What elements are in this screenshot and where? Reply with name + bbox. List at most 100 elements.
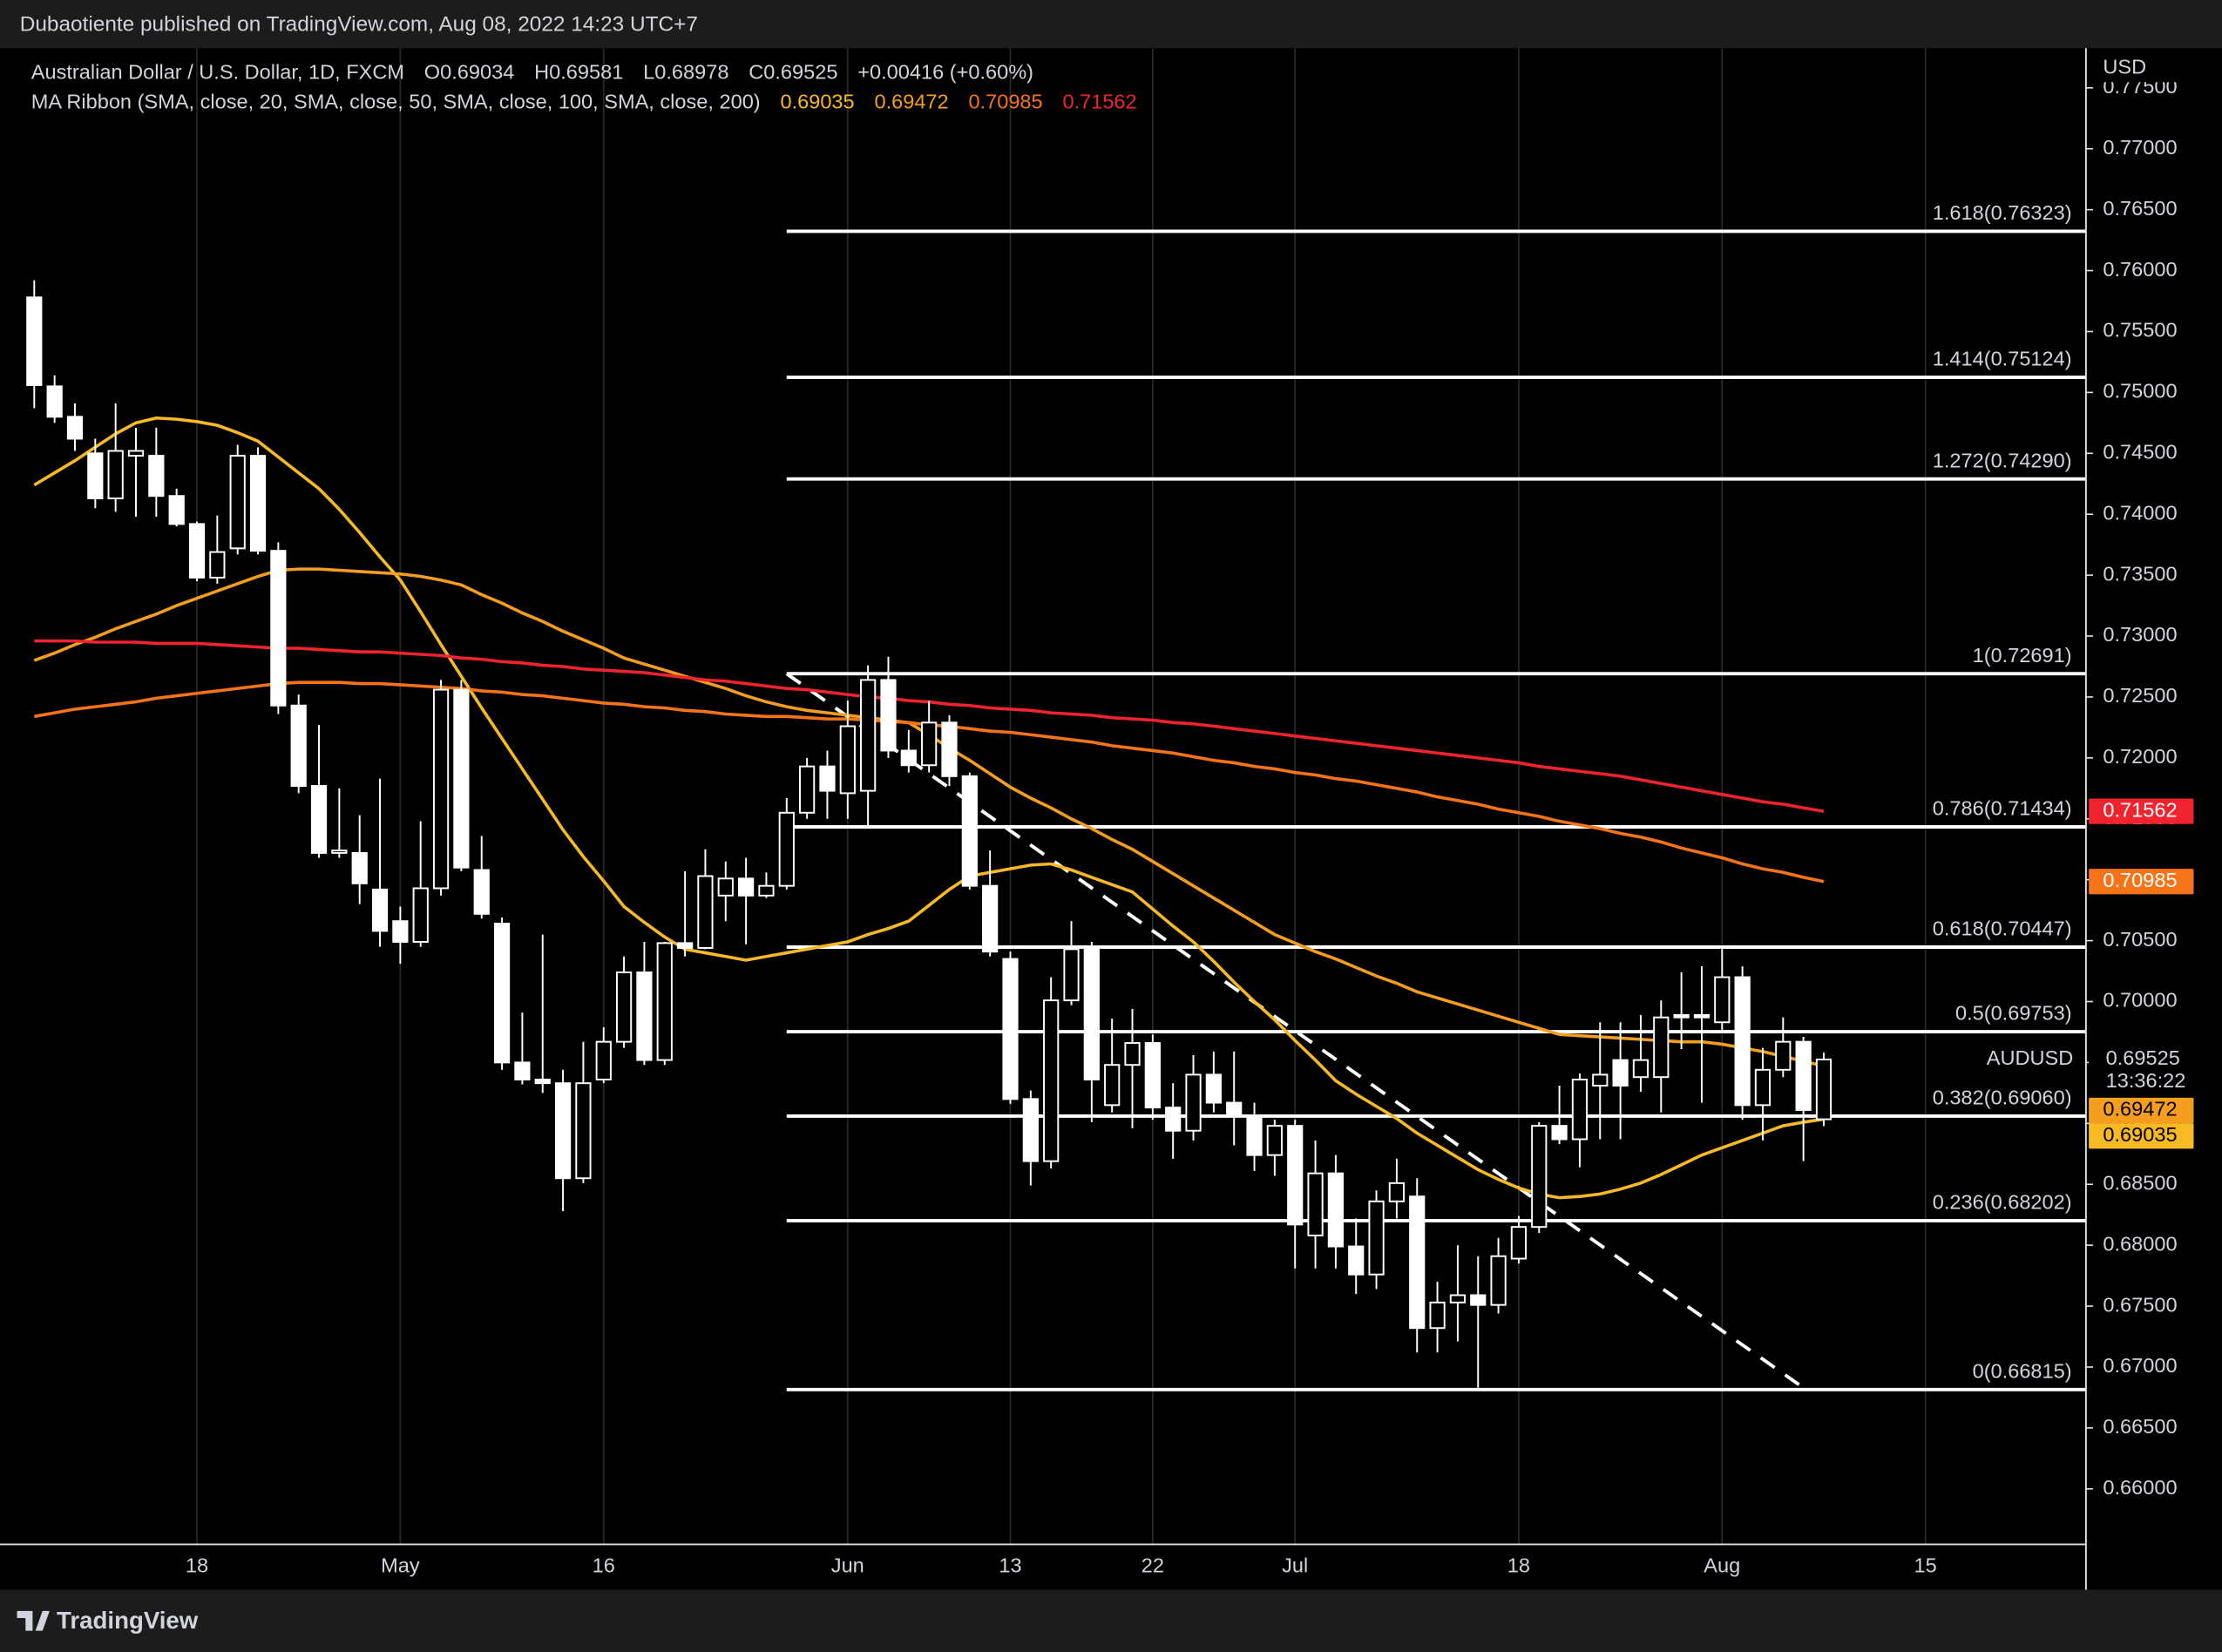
candle-body [880,679,897,752]
fib-label: 1.272(0.74290) [1933,449,2072,471]
candle-body [1165,1107,1182,1132]
price-backdrop [2089,1046,2222,1095]
candle-body [1510,1226,1528,1260]
candle-body [1612,1059,1629,1087]
candle-body [1714,976,1731,1024]
ma-value: 0.69035 [780,91,854,113]
candle-body [331,850,348,854]
published-note: Dubaotiente published on TradingView.com… [20,13,698,37]
top-bar [0,0,2222,49]
ma-badge-label: 0.70985 [2103,869,2177,891]
candle-body [514,1061,531,1080]
candle-body [921,721,938,767]
ma-value: 0.70985 [968,91,1042,113]
y-tick-label: 0.70000 [2103,989,2177,1012]
y-tick-label: 0.72000 [2103,745,2177,768]
y-tick-label: 0.73500 [2103,562,2177,585]
x-tick-label: 13 [999,1554,1021,1577]
last-price: 0.69525 [2106,1046,2180,1069]
candle-body [168,495,185,525]
axes: 18 May 16 Jun 13 22 Jul 18 Aug 15 0.66000 0.66500 0.… [186,75,2222,1577]
candle-body [1429,1301,1446,1330]
candle-body [432,688,450,890]
y-tick-label: 0.66500 [2103,1415,2177,1438]
candle-body [1124,1042,1141,1066]
y-tick-label: 0.68000 [2103,1232,2177,1255]
candle-body [1083,948,1100,1080]
legend-indicator: MA Ribbon (SMA, close, 20, SMA, close, 5… [31,91,1137,113]
candle-body [1673,1013,1690,1019]
indicator-name: MA Ribbon (SMA, close, 20, SMA, close, 5… [31,91,761,113]
y-tick-label: 0.75000 [2103,380,2177,403]
candle-body [1266,1125,1283,1156]
y-tick-label: 0.67500 [2103,1293,2177,1316]
candle-body [1043,999,1060,1162]
candle-body [371,888,389,932]
candle-body [473,869,490,915]
candle-body [1287,1125,1304,1226]
x-tick-label: May [381,1554,420,1577]
y-tick-label: 0.76000 [2103,258,2177,281]
legend-title: Australian Dollar / U.S. Dollar, 1D, FXC… [31,61,1033,84]
candle-body [1205,1073,1222,1104]
candle-body [1754,1068,1772,1107]
y-axis-unit: USD [2103,55,2146,78]
countdown: 13:36:22 [2106,1069,2186,1092]
candle-body [819,765,836,792]
bottom-bar [0,1589,2222,1652]
candle-body [66,416,84,440]
y-tick-label: 0.76500 [2103,197,2177,220]
candle-body [595,1040,612,1080]
candle-body [1775,1040,1792,1071]
candle-body [1368,1200,1385,1276]
candles [26,280,1832,1388]
candle-body [1185,1073,1202,1132]
fib-label: 0.618(0.70447) [1933,917,2072,940]
brand-name[interactable]: TradingView [57,1607,199,1634]
candle-body [697,875,714,949]
candle-body [1409,1195,1426,1330]
candle-body [1592,1073,1609,1087]
ma-badge [2089,869,2194,895]
x-tick-label: 15 [1914,1554,1937,1577]
candle-body [453,688,470,869]
change: +0.00416 (+0.60%) [857,61,1033,84]
x-tick-label: 22 [1141,1554,1164,1577]
candle-body [209,551,226,579]
symbol-label: AUDUSD [1987,1046,2074,1069]
candle-body [1226,1101,1243,1117]
brand-logo: TradingView [17,1607,199,1634]
candle-body [1551,1125,1568,1141]
candle-body [107,450,124,500]
candle-body [188,523,206,579]
candle-body [1022,1098,1039,1162]
candle-body [758,884,775,897]
candle-body [1531,1125,1548,1229]
candle-body [1470,1294,1487,1306]
candle-body [290,704,307,787]
ohlc-open: O0.69034 [424,61,515,84]
candle-body [961,775,978,887]
candle-body [860,679,877,792]
candle-body [738,877,755,897]
candle-body [1734,976,1751,1107]
candle-body [554,1082,572,1180]
unit-backdrop [2089,51,2222,83]
candle-body [1327,1172,1344,1248]
candle-body [1632,1059,1650,1079]
candle-body [26,296,43,386]
candle-body [1063,948,1080,1002]
fibonacci: 1.618(0.76323) 1.414(0.75124) 1.272(0.7429… [785,201,2086,1391]
candle-body [1348,1245,1365,1276]
candle-body [1815,1058,1832,1121]
ma-line [33,416,1825,1200]
ma-badge [2089,1123,2194,1149]
fib-label: 1(0.72691) [1973,644,2072,667]
candle-body [799,765,816,814]
fib-label: 0.5(0.69753) [1955,1002,2072,1025]
x-tick-label: 18 [186,1554,208,1577]
candle-body [615,971,633,1043]
candle-body [1246,1114,1263,1156]
